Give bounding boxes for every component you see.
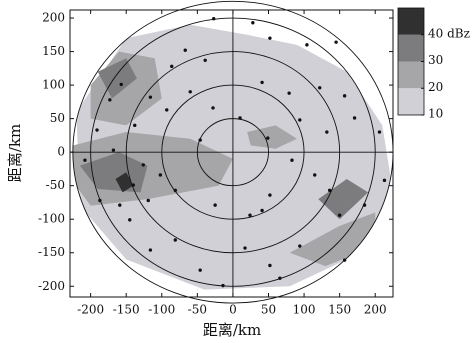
y-tick-label: -50 [46, 178, 65, 192]
station-dot [248, 213, 251, 216]
station-dot [290, 159, 293, 162]
y-tick-label: 0 [57, 145, 65, 159]
colorbar-band [398, 35, 424, 62]
station-dot [211, 106, 214, 109]
y-tick-label: -100 [38, 212, 65, 226]
station-dot [313, 173, 316, 176]
colorbar-label: 20 [428, 80, 443, 94]
station-dot [95, 128, 98, 131]
station-dot [278, 277, 281, 280]
station-dot [165, 108, 168, 111]
station-dot [174, 189, 177, 192]
station-dot [338, 213, 341, 216]
station-dot [149, 248, 152, 251]
x-axis-label: 距离/km [203, 321, 261, 339]
station-dot [325, 130, 328, 133]
station-dot [268, 193, 271, 196]
x-tick-label: -100 [148, 303, 175, 317]
x-tick-label: -200 [77, 303, 104, 317]
station-dot [184, 49, 187, 52]
station-dot [260, 209, 263, 212]
station-dot [128, 218, 131, 221]
station-dot [98, 199, 101, 202]
station-dot [305, 43, 308, 46]
station-dot [170, 65, 173, 68]
station-dot [149, 95, 152, 98]
station-dot [118, 203, 121, 206]
y-tick-label: -150 [38, 245, 65, 259]
station-dot [318, 86, 321, 89]
station-dot [132, 183, 135, 186]
station-dot [142, 163, 145, 166]
station-dot [108, 98, 111, 101]
x-tick-label: 150 [328, 303, 351, 317]
station-dot [112, 148, 115, 151]
y-tick-label: 150 [42, 44, 65, 58]
station-dot [328, 189, 331, 192]
station-dot [298, 118, 301, 121]
station-dot [189, 90, 192, 93]
station-dot [120, 83, 123, 86]
colorbar-label: 40 dBz [428, 26, 470, 40]
station-dot [298, 244, 301, 247]
x-tick-label: -150 [113, 303, 140, 317]
station-dot [353, 116, 356, 119]
station-dot [213, 203, 216, 206]
station-dot [343, 94, 346, 97]
station-dot [268, 36, 271, 39]
colorbar-band [398, 8, 424, 35]
station-dot [266, 136, 269, 139]
station-dot [268, 264, 271, 267]
station-dot [198, 138, 201, 141]
colorbar-label: 10 [428, 107, 443, 121]
station-dot [198, 268, 201, 271]
station-dot [221, 284, 224, 287]
y-axis-label: 距离/km [6, 124, 24, 182]
station-dot [363, 203, 366, 206]
chart: 距离/km 距离/km -200-150-100-50050100150200-… [0, 0, 473, 343]
station-dot [147, 199, 150, 202]
station-dot [343, 258, 346, 261]
x-tick-label: 200 [364, 303, 387, 317]
echo-layer [71, 25, 393, 290]
station-dot [378, 130, 381, 133]
colorbar-band [398, 62, 424, 89]
y-tick-label: -200 [38, 279, 65, 293]
station-dot [159, 173, 162, 176]
x-tick-label: 50 [261, 303, 276, 317]
station-dot [334, 40, 337, 43]
x-tick-label: 100 [293, 303, 316, 317]
station-dot [251, 21, 254, 24]
station-dot [287, 91, 290, 94]
colorbar-label: 30 [428, 53, 443, 67]
y-tick-label: 100 [42, 78, 65, 92]
y-tick-label: 50 [50, 111, 65, 125]
y-tick-label: 200 [42, 11, 65, 25]
station-dot [83, 159, 86, 162]
station-dot [174, 238, 177, 241]
station-dot [212, 17, 215, 20]
station-dot [383, 179, 386, 182]
station-dot [133, 124, 136, 127]
station-dot [203, 59, 206, 62]
x-tick-label: 0 [229, 303, 237, 317]
colorbar-band [398, 88, 424, 115]
station-dot [238, 116, 241, 119]
x-tick-label: -50 [188, 303, 207, 317]
station-dot [260, 81, 263, 84]
station-dot [243, 246, 246, 249]
